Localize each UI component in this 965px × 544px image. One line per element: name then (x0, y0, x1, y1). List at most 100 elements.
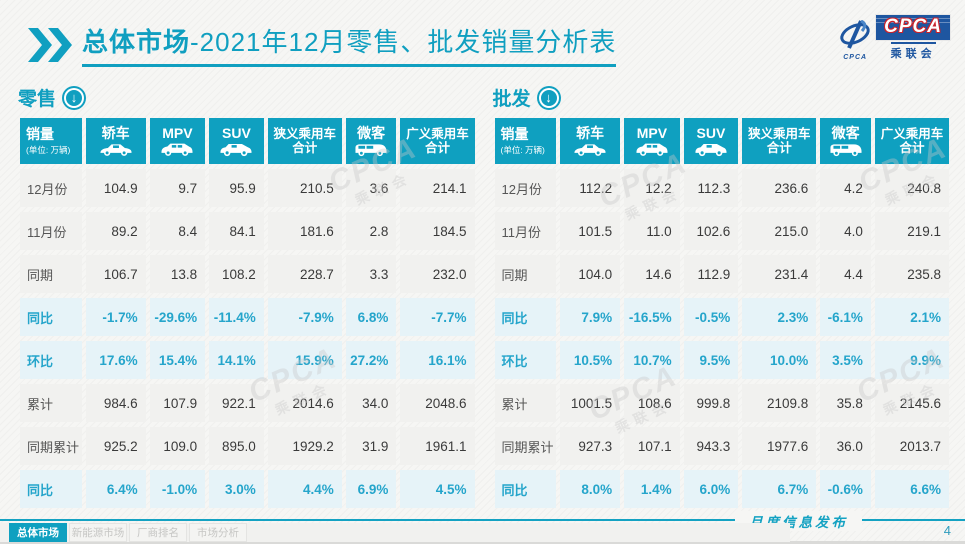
row-label: 12月份 (494, 169, 557, 207)
retail-section-header: 零售 ↓ (18, 84, 479, 111)
cell-value: 228.7 (267, 255, 342, 293)
table-header-row: 销量 (单位: 万辆) 轿车 MPV SUV 狭义乘用车 合计 微客 广义乘用车 合计 (494, 118, 949, 164)
wholesale-section-title: 批发 (492, 89, 531, 110)
cell-value: 235.8 (874, 255, 949, 293)
cell-value: 8.0% (560, 470, 621, 508)
table-row: 同比 -1.7% -29.6% -11.4% -7.9% 6.8% -7.7% (20, 298, 475, 336)
cell-value: 2.8 (345, 212, 397, 250)
table-header: 销量 (单位: 万辆) 轿车 MPV SUV 狭义乘用车 合计 微客 广义乘用车 合计 (20, 118, 475, 164)
cell-value: 210.5 (267, 169, 342, 207)
cell-value: 15.9% (267, 341, 342, 379)
column-header-label: 轿车 (576, 124, 605, 141)
cell-value: 184.5 (400, 212, 475, 250)
page-title: 总体市场-2021年12月零售、批发销量分析表 (82, 22, 617, 67)
tab-market-analysis[interactable]: 市场分析 (189, 523, 247, 542)
sedan-icon (562, 142, 618, 157)
column-header-label2: 合计 (899, 141, 925, 155)
table-row: 环比 10.5% 10.7% 9.5% 10.0% 3.5% 9.9% (494, 341, 949, 379)
column-header: 狭义乘用车 合计 (267, 118, 342, 164)
suv-icon (211, 142, 262, 157)
cell-value: -0.5% (683, 298, 739, 336)
sales-table: 销量 (单位: 万辆) 轿车 MPV SUV 狭义乘用车 合计 微客 广义乘用车 合计 12月份 11… (491, 113, 954, 513)
cpca-emblem-label: CPCA (843, 54, 868, 61)
column-header: 狭义乘用车 合计 (742, 118, 817, 164)
row-label: 同比 (494, 298, 557, 336)
main-content: 零售 ↓ 销量 (单位: 万辆) 轿车 MPV SUV 狭义乘用车 合计 微客 广义乘用车 合计 1… (16, 84, 953, 513)
cell-value: 2145.6 (874, 384, 949, 422)
cpca-logo: CPCA CPCA 乘联会 (837, 14, 951, 61)
table-row: 同比 8.0% 1.4% 6.0% 6.7% -0.6% 6.6% (494, 470, 949, 508)
column-header: SUV (683, 118, 739, 164)
cell-value: 10.0% (742, 341, 817, 379)
retail-section-title: 零售 (18, 89, 57, 110)
row-label: 同期累计 (494, 427, 557, 465)
cell-value: 104.9 (85, 169, 146, 207)
cpca-wordmark: CPCA 乘联会 (875, 14, 951, 61)
row-label: 同期 (20, 255, 82, 293)
cell-value: -1.0% (149, 470, 206, 508)
wholesale-table-container: 销量 (单位: 万辆) 轿车 MPV SUV 狭义乘用车 合计 微客 广义乘用车 合计 12月份 11… (491, 113, 954, 513)
tab-oem-ranking[interactable]: 厂商排名 (129, 523, 187, 542)
column-header: 销量 (单位: 万辆) (20, 118, 82, 164)
column-header-label2: 合计 (292, 141, 318, 155)
cell-value: 11.0 (624, 212, 680, 250)
cell-value: 10.7% (624, 341, 680, 379)
column-header-unit: (单位: 万辆) (500, 144, 545, 155)
cell-value: 231.4 (742, 255, 817, 293)
cell-value: 104.0 (560, 255, 621, 293)
cell-value: 4.5% (400, 470, 475, 508)
cell-value: 107.9 (149, 384, 206, 422)
cell-value: 17.6% (85, 341, 146, 379)
row-label: 同比 (494, 470, 557, 508)
cell-value: 27.2% (345, 341, 397, 379)
table-row: 环比 17.6% 15.4% 14.1% 15.9% 27.2% 16.1% (20, 341, 475, 379)
cell-value: 95.9 (209, 169, 264, 207)
microvan-icon (822, 142, 869, 157)
row-label: 11月份 (20, 212, 82, 250)
column-header: 微客 (345, 118, 397, 164)
table-row: 同期累计 927.3 107.1 943.3 1977.6 36.0 2013.7 (494, 427, 949, 465)
table-row: 同期累计 925.2 109.0 895.0 1929.2 31.9 1961.1 (20, 427, 475, 465)
cell-value: -29.6% (149, 298, 206, 336)
column-header-label: 狭义乘用车 (748, 127, 811, 141)
table-body: 12月份 104.9 9.7 95.9 210.5 3.6 214.1 11月份 89.2 8.4… (20, 169, 475, 508)
row-label: 同期 (494, 255, 557, 293)
cell-value: 895.0 (209, 427, 264, 465)
cell-value: 232.0 (400, 255, 475, 293)
cell-value: 3.3 (345, 255, 397, 293)
row-label: 同期累计 (20, 427, 82, 465)
cell-value: 1.4% (624, 470, 680, 508)
table-row: 同期 106.7 13.8 108.2 228.7 3.3 232.0 (20, 255, 475, 293)
cell-value: 8.4 (149, 212, 206, 250)
cell-value: 31.9 (345, 427, 397, 465)
cell-value: 107.1 (624, 427, 680, 465)
table-row: 11月份 101.5 11.0 102.6 215.0 4.0 219.1 (494, 212, 949, 250)
cell-value: 215.0 (742, 212, 817, 250)
cell-value: 1961.1 (400, 427, 475, 465)
suv-icon (686, 142, 737, 157)
column-header: 轿车 (560, 118, 621, 164)
wholesale-section-header: 批发 ↓ (493, 84, 954, 111)
row-label: 环比 (494, 341, 557, 379)
cell-value: 1977.6 (742, 427, 817, 465)
cell-value: 14.6 (624, 255, 680, 293)
column-header: 销量 (单位: 万辆) (494, 118, 557, 164)
cell-value: 101.5 (560, 212, 621, 250)
column-header: 广义乘用车 合计 (874, 118, 949, 164)
cell-value: 2048.6 (400, 384, 475, 422)
tab-overall-market[interactable]: 总体市场 (9, 523, 67, 542)
column-header-label: 广义乘用车 (406, 127, 469, 141)
cell-value: 9.5% (683, 341, 739, 379)
table-row: 12月份 112.2 12.2 112.3 236.6 4.2 240.8 (494, 169, 949, 207)
column-header-label: 销量 (26, 125, 54, 142)
table-row: 同比 7.9% -16.5% -0.5% 2.3% -6.1% 2.1% (494, 298, 949, 336)
column-header-label: 微客 (357, 124, 386, 141)
table-row: 累计 984.6 107.9 922.1 2014.6 34.0 2048.6 (20, 384, 475, 422)
cell-value: 15.4% (149, 341, 206, 379)
cell-value: 106.7 (85, 255, 146, 293)
cell-value: 984.6 (85, 384, 146, 422)
cell-value: 6.8% (345, 298, 397, 336)
cell-value: -6.1% (820, 298, 871, 336)
tab-nev-market[interactable]: 新能源市场 (69, 523, 127, 542)
column-header-label: 广义乘用车 (880, 127, 944, 141)
